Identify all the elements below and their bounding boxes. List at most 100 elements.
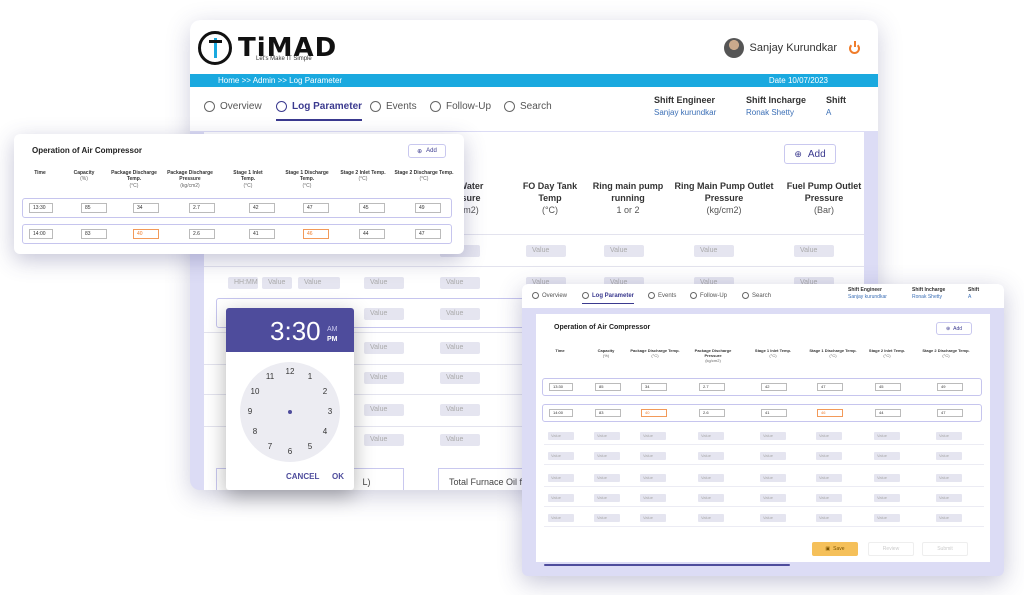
table-row[interactable]: 13:30 85 34 2.7 42 47 45 49 [542, 378, 982, 396]
value-field[interactable]: 44 [359, 229, 385, 239]
value-field[interactable]: Value [760, 432, 786, 440]
tab-log-parameter[interactable]: Log Parameter [276, 101, 363, 121]
value-field[interactable]: Value [364, 434, 404, 446]
pm-toggle[interactable]: PM [327, 336, 338, 343]
time-field[interactable]: 13:30 [29, 203, 53, 213]
value-field[interactable]: Value [698, 514, 724, 522]
horizontal-scrollbar[interactable] [544, 564, 790, 566]
dial-number[interactable]: 6 [287, 447, 293, 456]
capacity-field[interactable]: 83 [81, 229, 107, 239]
user-menu[interactable]: Sanjay Kurundkar [723, 38, 860, 58]
dial-number[interactable]: 5 [307, 442, 313, 451]
dial-number[interactable]: 2 [322, 387, 328, 396]
tab-overview[interactable]: Overview [532, 292, 567, 299]
value-field[interactable]: Value [594, 494, 620, 502]
value-field[interactable]: Value [548, 474, 574, 482]
value-field[interactable]: Value [936, 514, 962, 522]
value-field[interactable]: 41 [761, 409, 787, 417]
minute-display[interactable]: 30 [291, 316, 321, 346]
value-field[interactable]: Value [794, 245, 834, 257]
save-button[interactable]: ▣ Save [812, 542, 858, 556]
value-field[interactable]: Value [440, 434, 480, 446]
value-field[interactable]: 2.6 [189, 229, 215, 239]
table-row[interactable]: 14:00 83 40 2.6 41 46 44 47 [22, 224, 452, 244]
value-field[interactable]: Value [694, 245, 734, 257]
tab-events[interactable]: Events [648, 292, 676, 299]
value-field[interactable]: Value [640, 452, 666, 460]
value-field[interactable]: Value [760, 514, 786, 522]
add-button[interactable]: ⊕ Add [784, 144, 836, 164]
clock-dial[interactable]: 12 1 2 3 4 5 6 7 8 9 10 11 [240, 362, 340, 462]
value-field[interactable]: Value [816, 452, 842, 460]
value-field[interactable]: Value [936, 474, 962, 482]
value-field[interactable]: 47 [415, 229, 441, 239]
value-field[interactable]: Value [698, 474, 724, 482]
value-field[interactable]: Value [298, 277, 340, 289]
value-field[interactable]: Value [440, 342, 480, 354]
value-field[interactable]: 41 [249, 229, 275, 239]
value-field[interactable]: Value [262, 277, 292, 289]
value-field[interactable]: 49 [415, 203, 441, 213]
value-field[interactable]: Value [698, 452, 724, 460]
dial-number[interactable]: 8 [252, 427, 258, 436]
am-toggle[interactable]: AM [327, 326, 338, 333]
value-field[interactable]: Value [364, 277, 404, 289]
value-field[interactable]: Value [364, 372, 404, 384]
value-field[interactable]: Value [816, 474, 842, 482]
value-field[interactable]: Value [640, 514, 666, 522]
dial-number[interactable]: 11 [265, 372, 275, 381]
capacity-field[interactable]: 85 [595, 383, 621, 391]
value-field[interactable]: Value [526, 245, 566, 257]
value-field[interactable]: Value [874, 494, 900, 502]
value-field[interactable]: Value [640, 474, 666, 482]
value-field[interactable]: Value [640, 494, 666, 502]
value-field[interactable]: Value [364, 342, 404, 354]
value-field[interactable]: 47 [303, 203, 329, 213]
value-field[interactable]: 45 [359, 203, 385, 213]
dial-number[interactable]: 3 [327, 407, 333, 416]
add-button[interactable]: ⊕ Add [408, 144, 446, 158]
breadcrumb[interactable]: Home >> Admin >> Log Parameter [218, 76, 343, 85]
time-field[interactable]: HH:MM [228, 277, 258, 289]
value-field[interactable]: 2.6 [699, 409, 725, 417]
value-field[interactable]: 42 [249, 203, 275, 213]
value-field[interactable]: Value [874, 452, 900, 460]
tab-follow-up[interactable]: Follow-Up [690, 292, 727, 299]
value-field[interactable]: Value [440, 372, 480, 384]
value-field-warning[interactable]: 40 [133, 229, 159, 239]
ok-button[interactable]: OK [332, 472, 344, 481]
value-field[interactable]: 47 [937, 409, 963, 417]
value-field[interactable]: Value [760, 474, 786, 482]
hour-display[interactable]: 3 [270, 316, 285, 346]
value-field[interactable]: Value [594, 452, 620, 460]
value-field[interactable]: Value [936, 432, 962, 440]
time-field[interactable]: 13:30 [549, 383, 573, 391]
value-field[interactable]: Value [640, 432, 666, 440]
dial-number[interactable]: 4 [322, 427, 328, 436]
value-field[interactable]: Value [698, 432, 724, 440]
value-field[interactable]: Value [816, 494, 842, 502]
value-field[interactable]: 47 [817, 383, 843, 391]
value-field[interactable]: Value [440, 404, 480, 416]
capacity-field[interactable]: 83 [595, 409, 621, 417]
dial-number[interactable]: 12 [285, 367, 295, 376]
add-button[interactable]: ⊕ Add [936, 322, 972, 335]
value-field[interactable]: Value [548, 514, 574, 522]
tab-events[interactable]: Events [370, 101, 417, 112]
value-field[interactable]: Value [548, 494, 574, 502]
value-field[interactable]: Value [604, 245, 644, 257]
value-field[interactable]: 44 [875, 409, 901, 417]
value-field[interactable]: Value [816, 432, 842, 440]
value-field-warning[interactable]: 46 [303, 229, 329, 239]
review-button[interactable]: Review [868, 542, 914, 556]
submit-button[interactable]: Submit [922, 542, 968, 556]
value-field[interactable]: Value [364, 308, 404, 320]
value-field-warning[interactable]: 46 [817, 409, 843, 417]
dial-number[interactable]: 1 [307, 372, 313, 381]
dial-number[interactable]: 10 [250, 387, 260, 396]
value-field[interactable]: 2.7 [189, 203, 215, 213]
value-field[interactable]: Value [440, 277, 480, 289]
power-icon[interactable] [849, 40, 860, 54]
table-row[interactable]: 13:30 85 34 2.7 42 47 45 49 [22, 198, 452, 218]
tab-search[interactable]: Search [504, 101, 552, 112]
